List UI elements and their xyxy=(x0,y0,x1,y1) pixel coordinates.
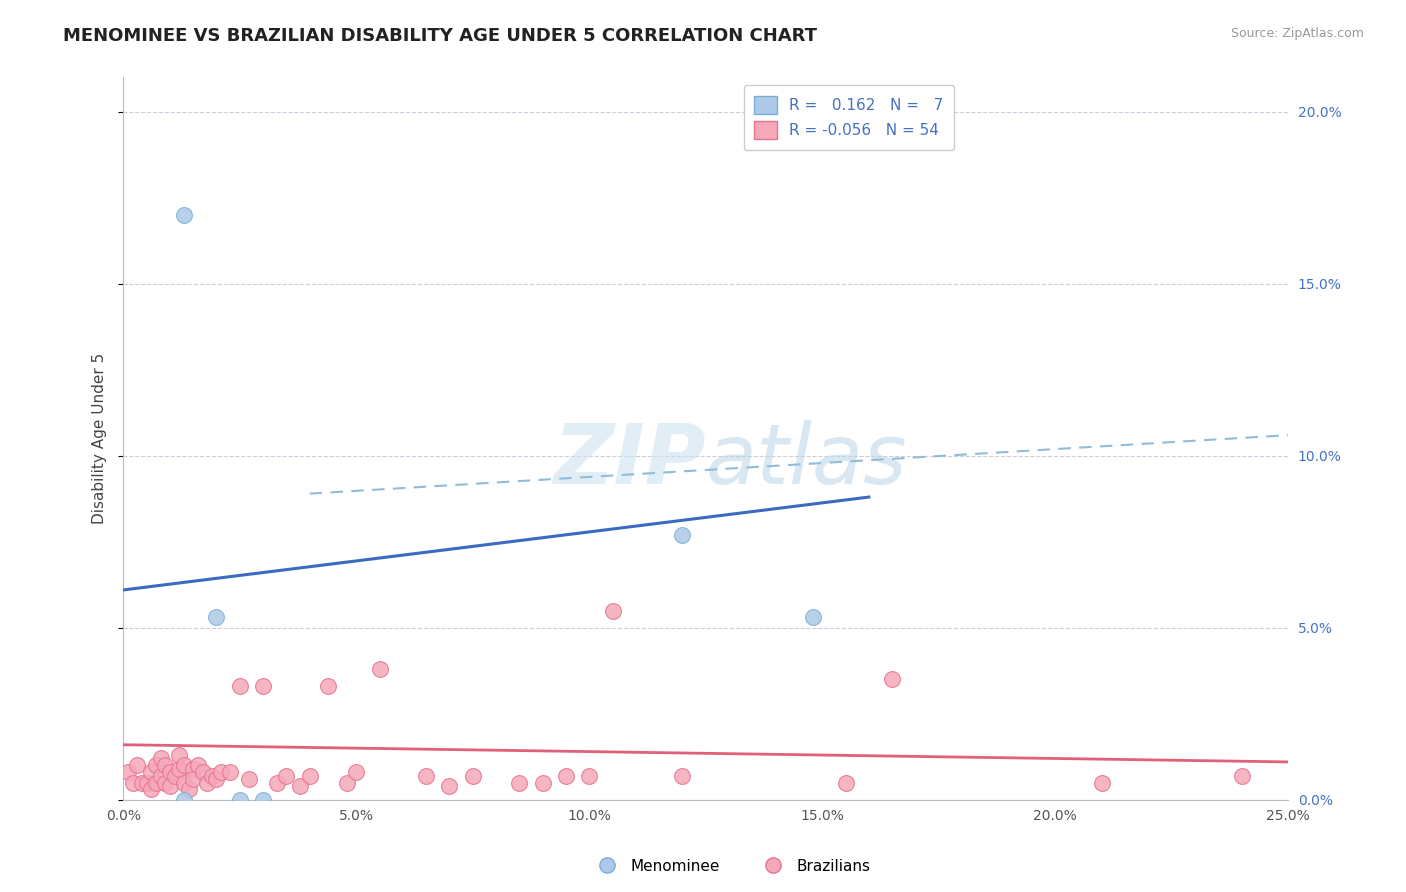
Point xyxy=(882,673,904,687)
Point xyxy=(238,772,260,786)
Point xyxy=(141,765,163,780)
Point xyxy=(127,758,149,772)
Text: Source: ZipAtlas.com: Source: ZipAtlas.com xyxy=(1230,27,1364,40)
Point xyxy=(149,769,172,783)
Point xyxy=(145,775,167,789)
Point xyxy=(344,765,367,780)
Point xyxy=(173,758,195,772)
Point xyxy=(336,775,359,789)
Point xyxy=(135,775,157,789)
Point xyxy=(531,775,554,789)
Text: MENOMINEE VS BRAZILIAN DISABILITY AGE UNDER 5 CORRELATION CHART: MENOMINEE VS BRAZILIAN DISABILITY AGE UN… xyxy=(63,27,817,45)
Text: ZIP: ZIP xyxy=(553,420,706,500)
Point xyxy=(266,775,288,789)
Point xyxy=(508,775,530,789)
Point xyxy=(141,782,163,797)
Point xyxy=(167,747,190,762)
Point xyxy=(145,758,167,772)
Point xyxy=(318,679,340,693)
Point xyxy=(834,775,856,789)
Point xyxy=(205,610,228,624)
Point xyxy=(229,679,252,693)
Point xyxy=(1230,769,1253,783)
Point xyxy=(671,769,693,783)
Point xyxy=(155,758,177,772)
Point xyxy=(187,758,209,772)
Point xyxy=(578,769,600,783)
Point xyxy=(461,769,484,783)
Point xyxy=(173,793,195,807)
Point xyxy=(159,779,181,793)
Point xyxy=(219,765,242,780)
Point xyxy=(181,772,204,786)
Point xyxy=(368,662,391,676)
Y-axis label: Disability Age Under 5: Disability Age Under 5 xyxy=(93,353,107,524)
Point xyxy=(173,775,195,789)
Point xyxy=(229,793,252,807)
Point xyxy=(209,765,232,780)
Point xyxy=(159,765,181,780)
Point xyxy=(290,779,312,793)
Point xyxy=(167,762,190,776)
Point xyxy=(298,769,321,783)
Point xyxy=(602,604,624,618)
Point xyxy=(117,765,139,780)
Point xyxy=(671,528,693,542)
Point xyxy=(252,793,274,807)
Point xyxy=(205,772,228,786)
Point xyxy=(173,208,195,222)
Point xyxy=(252,679,274,693)
Point xyxy=(149,751,172,765)
Point xyxy=(195,775,218,789)
Point xyxy=(131,775,153,789)
Point xyxy=(191,765,214,780)
Point xyxy=(177,782,200,797)
Text: atlas: atlas xyxy=(706,420,907,500)
Point xyxy=(276,769,298,783)
Point xyxy=(1091,775,1114,789)
Point xyxy=(801,610,824,624)
Point xyxy=(439,779,461,793)
Legend: Menominee, Brazilians: Menominee, Brazilians xyxy=(586,853,876,880)
Point xyxy=(181,762,204,776)
Legend: R =   0.162   N =   7, R = -0.056   N = 54: R = 0.162 N = 7, R = -0.056 N = 54 xyxy=(744,85,955,150)
Point xyxy=(155,775,177,789)
Point xyxy=(121,775,143,789)
Point xyxy=(163,769,186,783)
Point xyxy=(555,769,578,783)
Point xyxy=(415,769,437,783)
Point xyxy=(201,769,224,783)
